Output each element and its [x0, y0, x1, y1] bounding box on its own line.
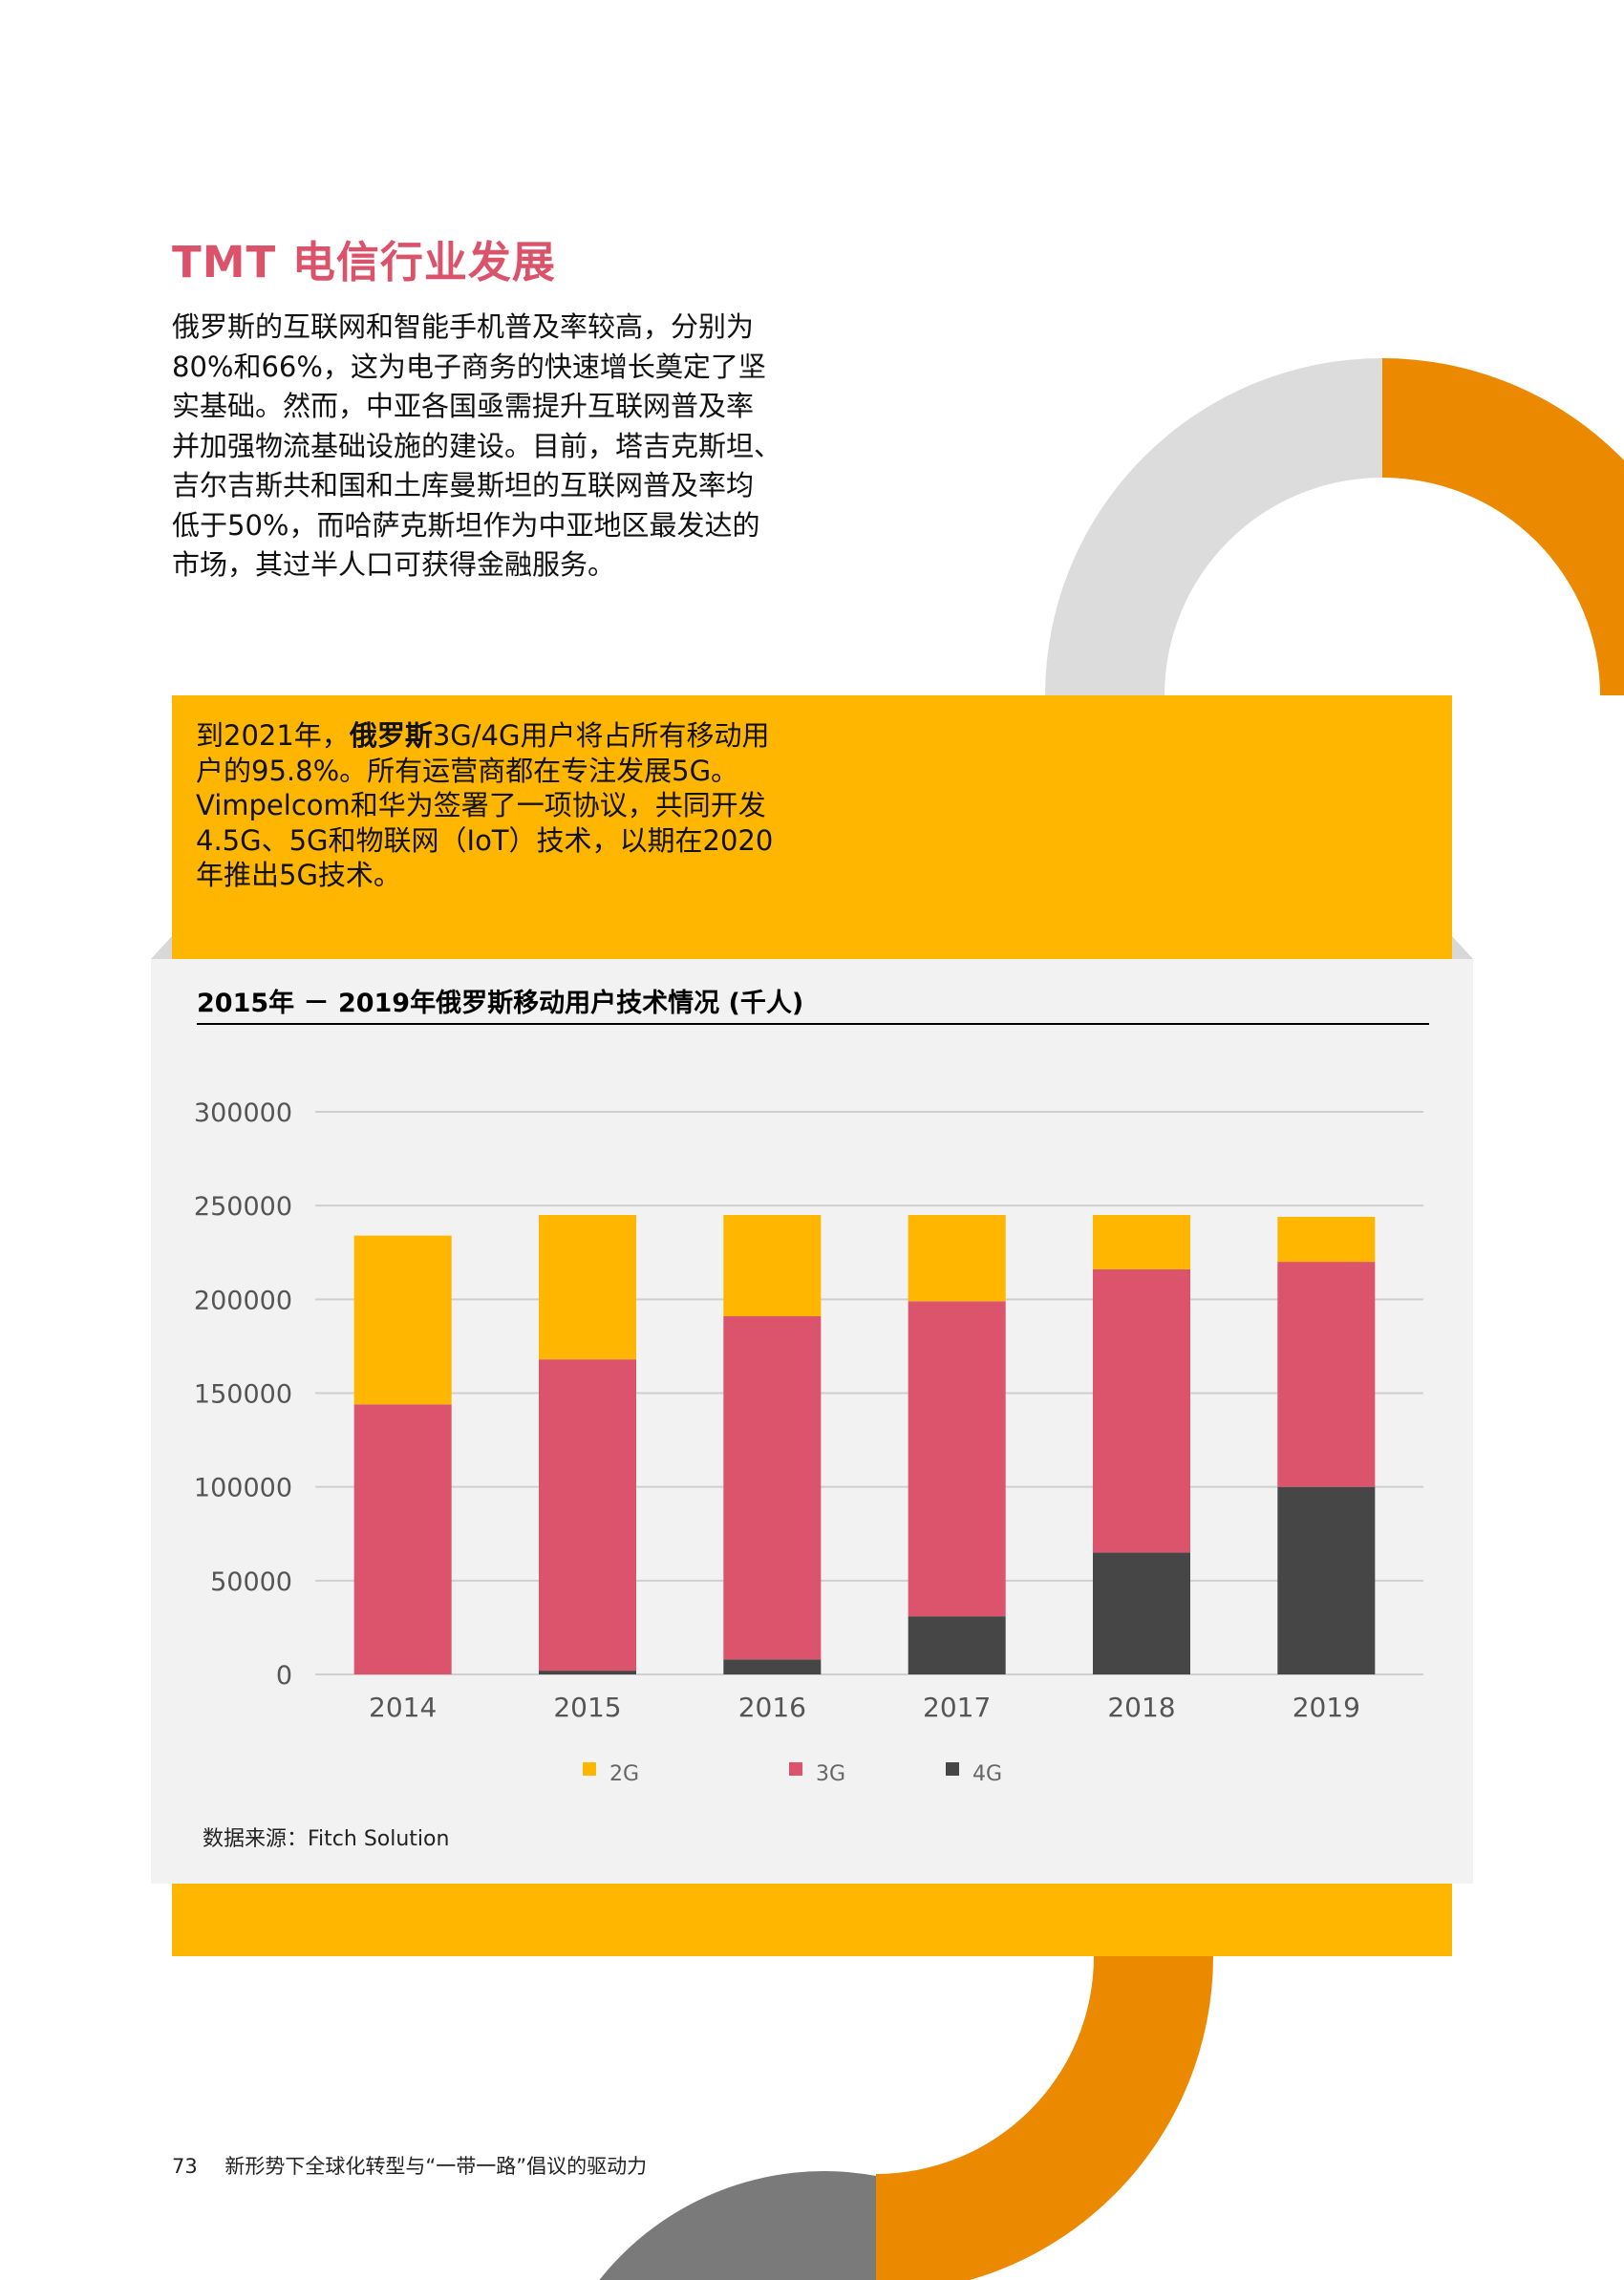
bar-segment-4g [1093, 1552, 1190, 1674]
chart-title-rule [197, 1023, 1429, 1025]
y-tick-label: 300000 [194, 1098, 292, 1128]
intro-line: 实基础。然而，中亚各国亟需提升互联网普及率 [172, 390, 755, 422]
highlight-box [172, 695, 1452, 959]
bar-segment-4g [908, 1616, 1006, 1674]
intro-line: 吉尔吉斯共和国和土库曼斯坦的互联网普及率均 [172, 469, 755, 501]
bar-segment-2g [539, 1214, 636, 1360]
bottom-yellow-bar [172, 1884, 1452, 1956]
bar-segment-2g [1093, 1214, 1190, 1269]
intro-line: 80%和66%，这为电子商务的快速增长奠定了坚 [172, 350, 766, 383]
legend-swatch [789, 1762, 802, 1776]
y-tick-label: 200000 [194, 1286, 292, 1315]
y-tick-label: 100000 [194, 1474, 292, 1503]
intro-line: 并加强物流基础设施的建设。目前，塔吉克斯坦、 [172, 429, 782, 462]
bar-segment-2g [353, 1235, 452, 1405]
legend-label: 2G [609, 1762, 639, 1786]
bar-segment-3g [353, 1404, 452, 1674]
intro-line: 市场，其过半人口可获得金融服务。 [172, 548, 616, 581]
intro-line: 低于50%，而哈萨克斯坦作为中亚地区最发达的 [172, 508, 760, 542]
x-tick-label: 2018 [1107, 1692, 1175, 1723]
source-note: 数据来源：Fitch Solution [203, 1827, 450, 1851]
y-tick-label: 0 [276, 1661, 292, 1691]
panel-edge-left [151, 936, 172, 959]
page-number: 73 [172, 2155, 198, 2178]
x-tick-label: 2015 [553, 1692, 621, 1723]
bar-segment-2g [908, 1214, 1006, 1302]
highlight-text: 到2021年，俄罗斯3G/4G用户将占所有移动用 户的95.8%。所有运营商都在… [196, 718, 807, 893]
bar-segment-4g [723, 1659, 822, 1674]
bar-segment-3g [539, 1359, 636, 1672]
bar-segment-2g [723, 1214, 822, 1317]
legend-swatch [583, 1762, 596, 1776]
footer-title: 新形势下全球化转型与“一带一路”倡议的驱动力 [224, 2155, 648, 2178]
bar-segment-3g [908, 1301, 1006, 1617]
intro-line: 俄罗斯的互联网和智能手机普及率较高，分别为 [172, 310, 755, 343]
x-tick-label: 2016 [738, 1692, 806, 1723]
x-tick-label: 2014 [369, 1692, 437, 1723]
page-footer: 73 新形势下全球化转型与“一带一路”倡议的驱动力 [172, 2151, 647, 2180]
arc-orange-bottom [876, 1956, 1213, 2280]
bar-segment-3g [1093, 1268, 1190, 1553]
y-tick-label: 50000 [210, 1567, 292, 1597]
bar-segment-2g [1277, 1216, 1376, 1263]
highlight-bold-russia: 俄罗斯 [349, 719, 433, 752]
y-tick-label: 150000 [194, 1380, 292, 1410]
arc-gray-top [1045, 358, 1382, 695]
bar-segment-4g [1277, 1486, 1376, 1674]
intro-paragraph: 俄罗斯的互联网和智能手机普及率较高，分别为 80%和66%，这为电子商务的快速增… [172, 308, 812, 586]
highlight-text-pre: 到2021年， [196, 719, 350, 752]
arc-orange-top [1382, 358, 1624, 695]
highlight-text-post: 3G/4G用户将占所有移动用 [432, 719, 770, 752]
highlight-line: Vimpelcom和华为签署了一项协议，共同开发 [196, 789, 766, 821]
highlight-line: 4.5G、5G和物联网（IoT）技术，以期在2020 [196, 823, 774, 857]
chart-title: 2015年 － 2019年俄罗斯移动用户技术情况 (千人) [197, 989, 804, 1018]
bar-segment-3g [1277, 1262, 1376, 1487]
legend-label: 4G [972, 1762, 1002, 1786]
highlight-line: 到2021年，俄罗斯3G/4G用户将占所有移动用 [196, 718, 807, 754]
bar-segment-4g [539, 1671, 636, 1674]
section-title: TMT 电信行业发展 [172, 237, 556, 288]
legend-swatch [946, 1762, 959, 1776]
panel-edge-right [1452, 936, 1473, 959]
bar-segment-3g [723, 1316, 822, 1660]
x-tick-label: 2019 [1293, 1692, 1360, 1723]
legend-label: 3G [816, 1762, 845, 1786]
highlight-line: 年推出5G技术。 [196, 859, 401, 891]
x-tick-label: 2017 [923, 1692, 991, 1723]
highlight-line: 户的95.8%。所有运营商都在专注发展5G。 [196, 754, 739, 787]
y-tick-label: 250000 [194, 1192, 292, 1222]
arc-gray-bottom [599, 2171, 876, 2280]
